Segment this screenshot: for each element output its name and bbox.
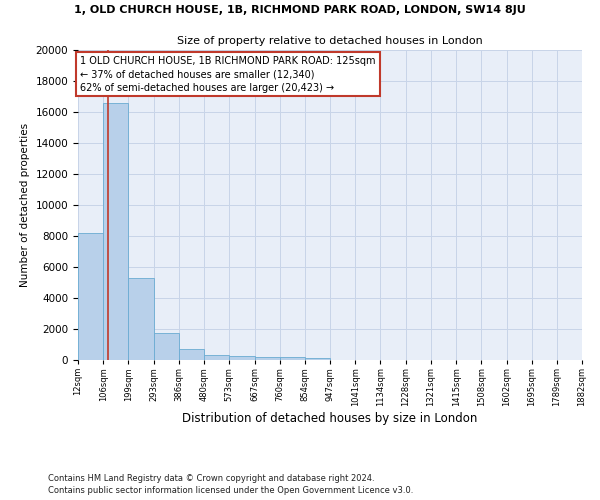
Bar: [280, 358, 305, 360]
Bar: [179, 349, 204, 360]
Bar: [305, 358, 330, 360]
Title: Size of property relative to detached houses in London: Size of property relative to detached ho…: [177, 36, 483, 46]
Bar: [78, 233, 103, 360]
Bar: [229, 356, 254, 360]
Bar: [204, 354, 229, 360]
Text: 1, OLD CHURCH HOUSE, 1B, RICHMOND PARK ROAD, LONDON, SW14 8JU: 1, OLD CHURCH HOUSE, 1B, RICHMOND PARK R…: [74, 5, 526, 15]
Bar: [103, 102, 128, 360]
Bar: [154, 333, 179, 360]
Text: Contains HM Land Registry data © Crown copyright and database right 2024.
Contai: Contains HM Land Registry data © Crown c…: [48, 474, 413, 495]
Bar: [254, 356, 280, 360]
X-axis label: Distribution of detached houses by size in London: Distribution of detached houses by size …: [182, 412, 478, 424]
Y-axis label: Number of detached properties: Number of detached properties: [20, 123, 30, 287]
Bar: [128, 278, 154, 360]
Text: 1 OLD CHURCH HOUSE, 1B RICHMOND PARK ROAD: 125sqm
← 37% of detached houses are s: 1 OLD CHURCH HOUSE, 1B RICHMOND PARK ROA…: [80, 56, 376, 92]
